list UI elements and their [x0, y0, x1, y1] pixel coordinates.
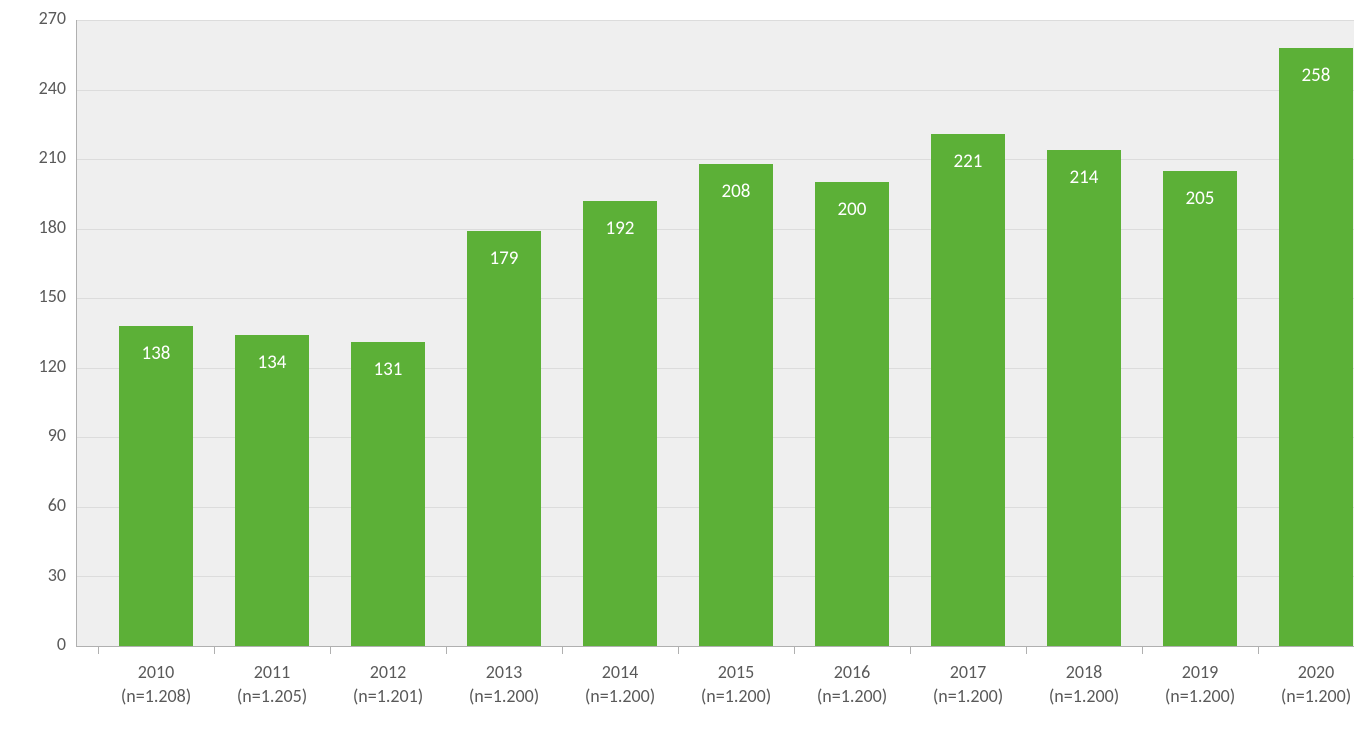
- bar-chart: 138 134 131 179 192 208 200 221 214 205 258 0 30 60 9…: [0, 0, 1370, 756]
- bar-value-label: 205: [1163, 187, 1237, 210]
- bar: [235, 335, 309, 646]
- bar-value-label: 214: [1047, 166, 1121, 189]
- x-tick-label: 2013 (n=1.200): [446, 660, 562, 709]
- x-tick-label: 2017 (n=1.200): [910, 660, 1026, 709]
- y-tick-label: 90: [48, 424, 66, 446]
- bar-value-label: 179: [467, 247, 541, 270]
- bar-value-label: 258: [1279, 64, 1353, 87]
- gridline: [76, 20, 1354, 21]
- bar: [1279, 48, 1353, 646]
- x-tick-label: 2018 (n=1.200): [1026, 660, 1142, 709]
- y-tick-label: 30: [48, 564, 66, 586]
- bar: [1047, 150, 1121, 646]
- x-tick-label: 2011 (n=1.205): [214, 660, 330, 709]
- x-tick-label: 2014 (n=1.200): [562, 660, 678, 709]
- y-tick-label: 240: [39, 77, 66, 99]
- x-tick: [678, 646, 679, 654]
- x-tick-label: 2012 (n=1.201): [330, 660, 446, 709]
- y-tick-label: 0: [57, 633, 66, 655]
- x-tick: [214, 646, 215, 654]
- bar-value-label: 134: [235, 351, 309, 374]
- x-tick: [794, 646, 795, 654]
- bar: [119, 326, 193, 646]
- y-axis-line: [76, 20, 77, 646]
- bar-value-label: 192: [583, 217, 657, 240]
- y-tick-label: 120: [39, 355, 66, 377]
- bar: [351, 342, 425, 646]
- x-tick: [1258, 646, 1259, 654]
- bar-value-label: 208: [699, 180, 773, 203]
- x-tick: [330, 646, 331, 654]
- x-tick-label: 2016 (n=1.200): [794, 660, 910, 709]
- x-tick-label: 2019 (n=1.200): [1142, 660, 1258, 709]
- gridline: [76, 159, 1354, 160]
- x-tick: [98, 646, 99, 654]
- y-tick-label: 60: [48, 494, 66, 516]
- x-tick-label: 2015 (n=1.200): [678, 660, 794, 709]
- x-tick-label: 2020 (n=1.200): [1258, 660, 1370, 709]
- bar: [1163, 171, 1237, 646]
- bar-value-label: 138: [119, 342, 193, 365]
- x-tick: [1142, 646, 1143, 654]
- bar: [583, 201, 657, 646]
- x-axis-line: [76, 646, 1354, 647]
- x-tick: [562, 646, 563, 654]
- y-tick-label: 270: [39, 7, 66, 29]
- x-tick: [910, 646, 911, 654]
- y-tick-label: 150: [39, 285, 66, 307]
- y-tick-label: 180: [39, 216, 66, 238]
- bar: [699, 164, 773, 646]
- x-tick: [446, 646, 447, 654]
- bar-value-label: 131: [351, 358, 425, 381]
- bar: [931, 134, 1005, 646]
- bar: [815, 182, 889, 646]
- x-tick-label: 2010 (n=1.208): [98, 660, 214, 709]
- bar: [467, 231, 541, 646]
- bar-value-label: 200: [815, 198, 889, 221]
- bar-value-label: 221: [931, 150, 1005, 173]
- x-tick: [1026, 646, 1027, 654]
- y-tick-label: 210: [39, 146, 66, 168]
- gridline: [76, 90, 1354, 91]
